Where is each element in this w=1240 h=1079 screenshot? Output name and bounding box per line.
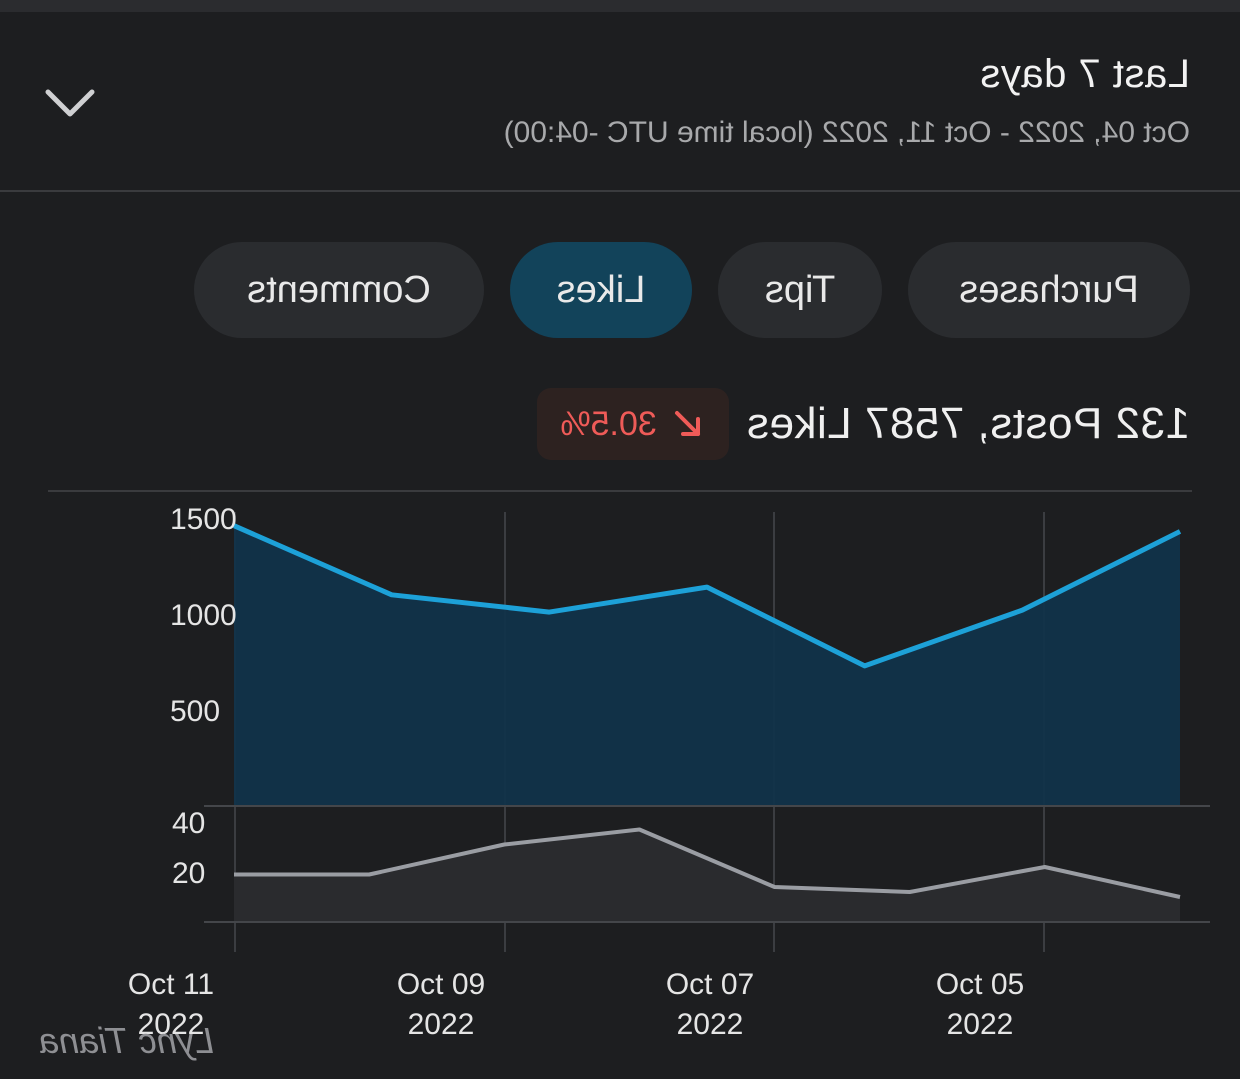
tab-likes[interactable]: Likes <box>510 242 692 338</box>
summary-row: 132 Posts, 7587 Likes 30.5% <box>536 388 1190 460</box>
posts-y-tick-1: 40 <box>172 807 205 840</box>
posts-y-tick-0: 20 <box>172 857 205 890</box>
x-tick-year-0: 2022 <box>947 1008 1014 1041</box>
tab-comments[interactable]: Comments <box>194 242 484 338</box>
x-tick-label-3: Oct 11 <box>128 968 214 1001</box>
x-tick-year-2: 2022 <box>408 1008 475 1041</box>
x-tick-label-2: Oct 09 <box>397 968 485 1001</box>
arrow-down-left-icon <box>674 411 700 436</box>
metric-tabs: Purchases Tips Likes Comments <box>194 242 1190 338</box>
posts-area <box>234 829 1180 922</box>
likes-y-tick-1: 1000 <box>170 599 237 632</box>
likes-line <box>232 523 1182 669</box>
likes-posts-chart: 500 1000 1500 20 40 Oct 05 2022 Oct 07 2022 Oct 0… <box>128 503 1210 1041</box>
date-range-header[interactable]: Last 7 days Oct 04, 2022 - Oct 11, 2022 … <box>0 12 1240 190</box>
summary-text: 132 Posts, 7587 Likes <box>746 399 1190 448</box>
watermark: Lync Tiana <box>38 1020 214 1061</box>
x-tick-label-0: Oct 05 <box>936 968 1024 1001</box>
x-tick-year-3: 2022 <box>138 1008 205 1041</box>
date-range-title: Last 7 days <box>979 52 1190 96</box>
tab-purchases[interactable]: Purchases <box>908 242 1190 338</box>
chevron-down-icon[interactable] <box>40 84 100 124</box>
likes-y-tick-2: 1500 <box>170 503 237 536</box>
x-tick-label-1: Oct 07 <box>666 968 754 1001</box>
header-divider <box>0 190 1240 192</box>
date-range-subtitle: Oct 04, 2022 - Oct 11, 2022 (local time … <box>503 116 1190 149</box>
posts-line <box>234 827 1181 899</box>
tab-tips[interactable]: Tips <box>718 242 882 338</box>
delta-badge: 30.5% <box>536 388 729 460</box>
x-tick-year-1: 2022 <box>677 1008 744 1041</box>
likes-area <box>234 525 1180 806</box>
delta-value: 30.5% <box>560 404 657 443</box>
top-bar <box>0 0 1240 12</box>
likes-y-tick-0: 500 <box>170 695 220 728</box>
